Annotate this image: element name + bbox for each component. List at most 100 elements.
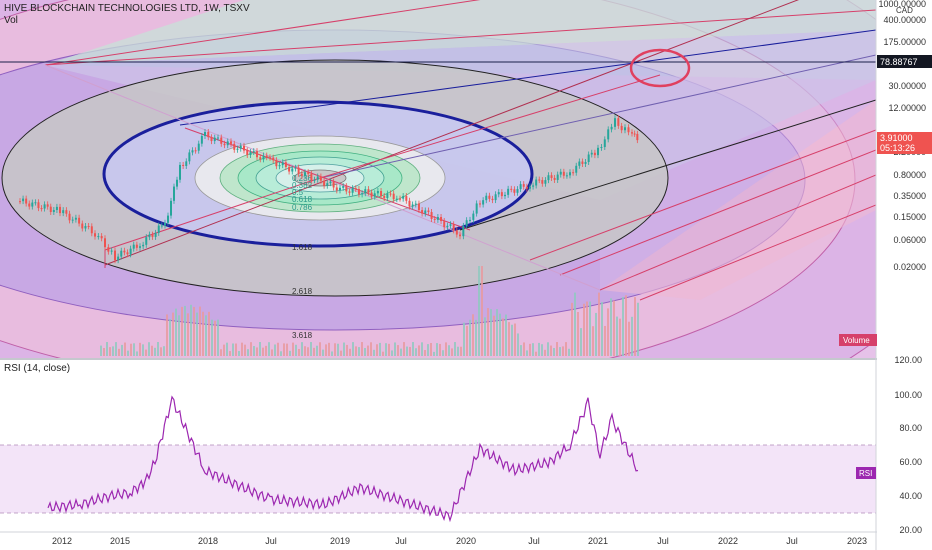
candle-body xyxy=(516,189,519,193)
candle-body xyxy=(553,177,556,180)
candle-body xyxy=(581,161,584,164)
candle-body xyxy=(34,202,37,204)
candle-body xyxy=(43,204,46,209)
candle-body xyxy=(117,256,120,261)
volume-bar xyxy=(301,342,303,356)
volume-bar xyxy=(583,303,585,356)
price-axis-bg[interactable] xyxy=(877,0,932,550)
volume-bar xyxy=(226,342,228,356)
candle-body xyxy=(507,188,510,195)
candle-body xyxy=(316,176,319,180)
candle-body xyxy=(142,244,145,247)
volume-bar xyxy=(622,297,624,356)
volume-bar xyxy=(592,326,594,356)
candle-body xyxy=(465,220,468,226)
volume-bar xyxy=(343,342,345,356)
candle-body xyxy=(500,192,503,197)
candle-body xyxy=(151,234,154,237)
volume-bar xyxy=(103,348,105,356)
candle-body xyxy=(275,160,278,167)
volume-bar xyxy=(238,351,240,356)
chart-legend[interactable]: HIVE BLOCKCHAIN TECHNOLOGIES LTD, 1W, TS… xyxy=(4,3,250,27)
candle-body xyxy=(104,238,106,248)
volume-bars xyxy=(100,266,639,356)
price-tick-label: 0.02000 xyxy=(893,262,926,272)
candle-body xyxy=(135,244,138,248)
rsi-tick-label: 40.00 xyxy=(899,491,922,501)
candle-body xyxy=(217,137,219,139)
volume-bar xyxy=(523,342,525,356)
volume-bar xyxy=(559,347,561,356)
volume-bar xyxy=(571,302,573,356)
price-tick-label: 12.00000 xyxy=(888,103,926,113)
time-axis[interactable]: 2012 2015 2018 Jul 2019 Jul 2020 Jul 2021 Jul 2022… xyxy=(52,536,867,546)
volume-badge-text: Volume xyxy=(843,336,870,345)
candle-body xyxy=(65,210,68,214)
volume-bar xyxy=(472,314,474,356)
time-tick-label: Jul xyxy=(786,536,798,546)
candle-body xyxy=(145,237,148,245)
volume-bar xyxy=(463,322,465,356)
volume-bar xyxy=(253,346,255,356)
volume-bar xyxy=(541,344,543,356)
candle-body xyxy=(249,151,252,156)
candle-body xyxy=(587,154,590,163)
fib-label: 0.236 xyxy=(292,174,313,183)
rsi-axis[interactable]: 120.00 100.00 80.00 60.00 40.00 20.00 xyxy=(894,355,922,535)
candle-body xyxy=(414,203,417,205)
rsi-tick-label: 80.00 xyxy=(899,423,922,433)
candle-body xyxy=(194,150,197,152)
volume-legend[interactable]: Vol xyxy=(4,15,18,26)
candle-body xyxy=(278,165,281,167)
candle-body xyxy=(110,250,113,252)
volume-bar xyxy=(562,346,564,356)
volume-bar xyxy=(502,318,504,356)
volume-bar xyxy=(100,345,102,356)
rsi-line xyxy=(47,395,639,523)
volume-bar xyxy=(514,323,516,356)
rsi-legend[interactable]: RSI (14, close) xyxy=(4,363,71,374)
candle-body xyxy=(532,185,535,187)
candle-body xyxy=(351,188,354,193)
rsi-tick-label: 100.00 xyxy=(894,390,922,400)
volume-bar xyxy=(553,348,555,356)
candle-body xyxy=(94,233,96,237)
volume-bar xyxy=(484,317,486,356)
fan-line-8 xyxy=(559,149,876,276)
volume-bar xyxy=(220,349,222,356)
candle-body xyxy=(310,173,313,181)
volume-bar xyxy=(298,349,300,356)
volume-bar xyxy=(637,302,639,356)
volume-bar xyxy=(496,309,498,356)
volume-bar xyxy=(610,298,612,356)
candle-body xyxy=(408,200,411,207)
volume-bar xyxy=(235,343,237,356)
time-tick-label: Jul xyxy=(265,536,277,546)
price-tick-label: 0.06000 xyxy=(893,235,926,245)
rsi-tick-label: 60.00 xyxy=(899,457,922,467)
candle-body xyxy=(584,162,587,164)
volume-bar xyxy=(604,325,606,356)
candle-body xyxy=(160,225,163,227)
volume-bar xyxy=(160,347,162,356)
fib-label: 0.382 xyxy=(292,181,313,190)
volume-bar xyxy=(376,344,378,356)
currency-label: CAD xyxy=(896,6,913,15)
symbol-title[interactable]: HIVE BLOCKCHAIN TECHNOLOGIES LTD, 1W, TS… xyxy=(4,3,250,14)
candle-body xyxy=(357,189,360,195)
candle-body xyxy=(443,221,446,228)
volume-bar xyxy=(205,315,207,356)
candle-body xyxy=(132,244,135,249)
volume-bar xyxy=(334,343,336,356)
candle-body xyxy=(204,131,206,137)
rsi-tick-label: 20.00 xyxy=(899,525,922,535)
candle-body xyxy=(348,191,351,193)
candle-body xyxy=(494,194,497,201)
candle-body xyxy=(455,230,458,235)
candle-body xyxy=(389,193,392,195)
candle-body xyxy=(114,250,116,261)
volume-bar xyxy=(370,342,372,356)
